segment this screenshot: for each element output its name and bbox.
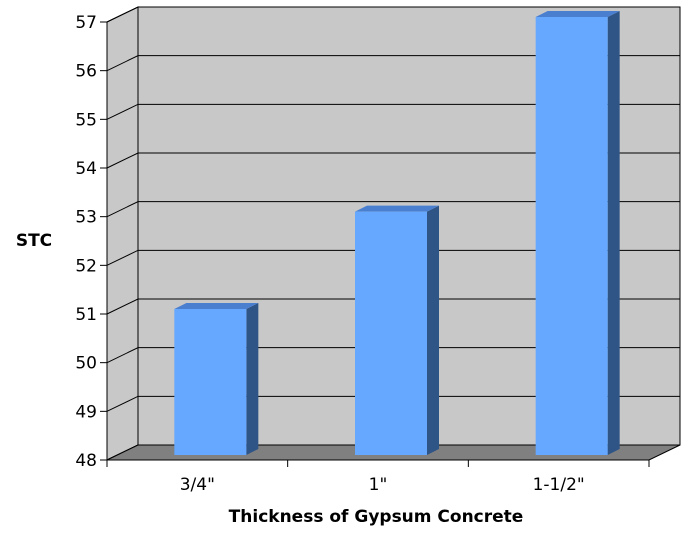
gridline — [106, 347, 680, 364]
y-tick-label: 51 — [75, 305, 97, 325]
gridline — [106, 249, 680, 266]
gridline — [106, 6, 680, 23]
y-tick-label: 56 — [75, 62, 97, 82]
axes — [100, 21, 650, 467]
y-tick-label: 52 — [75, 256, 97, 276]
bar-top — [174, 303, 259, 309]
bars — [174, 11, 620, 455]
y-tick-label: 53 — [75, 208, 97, 228]
bar-top — [535, 11, 620, 17]
side-wall — [106, 6, 139, 461]
x-tick-label: 1" — [369, 475, 388, 495]
bar-front — [174, 309, 247, 455]
y-tick-label: 48 — [75, 451, 97, 471]
y-tick-label: 54 — [75, 159, 97, 179]
y-tick-label: 50 — [75, 354, 97, 374]
gridline — [106, 395, 680, 412]
gridline — [106, 201, 680, 218]
bar-2 — [355, 205, 439, 455]
bar-1 — [174, 303, 259, 455]
bar-front — [355, 211, 427, 455]
gridline — [106, 298, 680, 315]
gridline — [106, 152, 680, 169]
bar-side — [607, 11, 620, 455]
y-tick-label: 55 — [75, 110, 97, 130]
x-tick-label: 3/4" — [180, 475, 215, 495]
bar-side — [246, 303, 259, 455]
bar-3 — [535, 11, 620, 455]
y-tick-label: 49 — [75, 402, 97, 422]
y-axis-title: STC — [16, 231, 52, 251]
bar-side — [427, 205, 439, 455]
x-axis-title: Thickness of Gypsum Concrete — [229, 507, 524, 527]
gridline — [106, 103, 680, 120]
bar-top — [355, 205, 439, 212]
x-tick-labels: 3/4" 1" 1-1/2" — [180, 475, 585, 495]
gridline — [106, 55, 680, 72]
y-tick-label: 57 — [75, 13, 97, 33]
bar-front — [535, 17, 608, 455]
x-tick-label: 1-1/2" — [533, 475, 585, 495]
y-tick-labels: 48 49 50 51 52 53 54 55 56 57 — [75, 13, 97, 471]
